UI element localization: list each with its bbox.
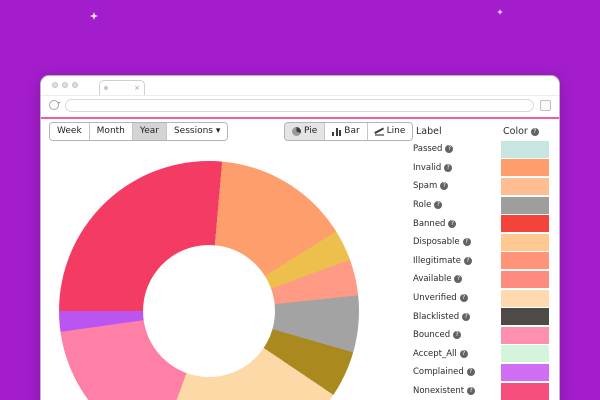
legend-label: Passed? <box>413 144 454 154</box>
color-swatch <box>501 233 549 251</box>
chart-type-button-group: Pie Bar Line <box>284 122 414 141</box>
color-swatch <box>501 382 549 400</box>
help-icon[interactable]: ? <box>462 312 471 321</box>
legend-row: Bounced? <box>413 326 549 345</box>
help-icon[interactable]: ? <box>453 331 462 340</box>
color-swatch <box>501 140 549 158</box>
legend-label: Accept_All? <box>413 349 468 359</box>
legend-label: Nonexistent? <box>413 386 476 396</box>
range-button-sessions[interactable]: Sessions ▾ <box>165 123 228 140</box>
legend-label: Spam? <box>413 181 449 191</box>
chart-type-button-bar[interactable]: Bar <box>324 123 367 140</box>
chart-type-button-line[interactable]: Line <box>366 123 413 140</box>
legend-label: Banned? <box>413 219 457 229</box>
help-icon[interactable]: ? <box>444 163 453 172</box>
browser-tab[interactable]: × <box>99 80 145 95</box>
color-swatch <box>501 308 549 326</box>
help-icon[interactable]: ? <box>445 145 454 154</box>
legend-label: Invalid? <box>413 163 453 173</box>
legend-row: Disposable? <box>413 233 549 252</box>
legend-row: Illegitimate? <box>413 252 549 271</box>
color-swatch <box>501 196 549 214</box>
accent-line <box>41 117 559 119</box>
legend-label: Complained? <box>413 367 475 377</box>
legend-row: Accept_All? <box>413 345 549 364</box>
color-swatch <box>501 326 549 344</box>
color-swatch <box>501 215 549 233</box>
legend-rows: Passed? Invalid? Spam? Role? Banned? Disposab… <box>413 140 549 400</box>
legend-label-header: Label <box>416 126 442 137</box>
window-controls <box>52 82 78 88</box>
url-row <box>41 95 559 114</box>
window-control-dot[interactable] <box>72 82 78 88</box>
pie-icon <box>292 126 301 136</box>
color-swatch <box>501 270 549 288</box>
color-swatch <box>501 345 549 363</box>
chart-type-button-pie[interactable]: Pie <box>285 123 325 140</box>
bar-icon <box>332 126 342 136</box>
line-icon <box>374 127 384 136</box>
help-icon[interactable]: ? <box>459 349 468 358</box>
range-button-month[interactable]: Month <box>88 123 132 140</box>
legend-label: Role? <box>413 200 443 210</box>
color-swatch <box>501 177 549 195</box>
tab-close-icon[interactable]: × <box>134 83 140 92</box>
window-control-dot[interactable] <box>62 82 68 88</box>
legend-row: Invalid? <box>413 159 549 178</box>
color-swatch <box>501 252 549 270</box>
legend-row: Passed? <box>413 140 549 159</box>
legend-label: Unverified? <box>413 293 468 303</box>
sparkle-icon <box>90 12 98 20</box>
help-icon[interactable]: ? <box>448 219 457 228</box>
help-icon[interactable]: ? <box>462 238 471 247</box>
help-icon[interactable]: ? <box>466 368 475 377</box>
range-button-week[interactable]: Week <box>50 123 89 140</box>
help-icon[interactable]: ? <box>530 127 539 136</box>
legend-row: Role? <box>413 196 549 215</box>
legend-color-header: Color ? <box>503 126 539 137</box>
legend-row: Available? <box>413 270 549 289</box>
help-icon[interactable]: ? <box>440 182 449 191</box>
favicon-icon <box>104 86 108 90</box>
url-input[interactable] <box>65 98 534 112</box>
range-button-year[interactable]: Year <box>131 123 166 140</box>
help-icon[interactable]: ? <box>463 256 472 265</box>
reload-icon[interactable] <box>49 100 59 110</box>
app-content: Week Month Year Sessions ▾ Pie Bar Line Label… <box>41 119 559 400</box>
donut-chart[interactable] <box>59 161 359 400</box>
legend-row: Unverified? <box>413 289 549 308</box>
legend-row: Banned? <box>413 214 549 233</box>
legend-label: Available? <box>413 274 463 284</box>
help-icon[interactable]: ? <box>434 201 443 210</box>
range-button-group: Week Month Year Sessions ▾ <box>49 122 229 141</box>
legend-row: Spam? <box>413 177 549 196</box>
legend-label: Disposable? <box>413 237 471 247</box>
legend-label: Bounced? <box>413 330 462 340</box>
color-swatch <box>501 363 549 381</box>
window-control-dot[interactable] <box>52 82 58 88</box>
legend-row: Complained? <box>413 363 549 382</box>
legend-label: Illegitimate? <box>413 256 472 266</box>
sparkle-icon <box>497 9 503 15</box>
color-swatch <box>501 159 549 177</box>
browser-menu-button[interactable] <box>540 99 551 111</box>
legend-row: Blacklisted? <box>413 307 549 326</box>
help-icon[interactable]: ? <box>454 275 463 284</box>
help-icon[interactable]: ? <box>459 294 468 303</box>
help-icon[interactable]: ? <box>467 387 476 396</box>
color-swatch <box>501 289 549 307</box>
legend-color-header-text: Color <box>503 126 528 137</box>
legend-label: Blacklisted? <box>413 312 471 322</box>
browser-window: × Week Month Year Sessions ▾ Pie Bar Line Lab… <box>40 75 560 400</box>
browser-chrome: × <box>41 76 559 114</box>
legend-row: Nonexistent? <box>413 382 549 400</box>
